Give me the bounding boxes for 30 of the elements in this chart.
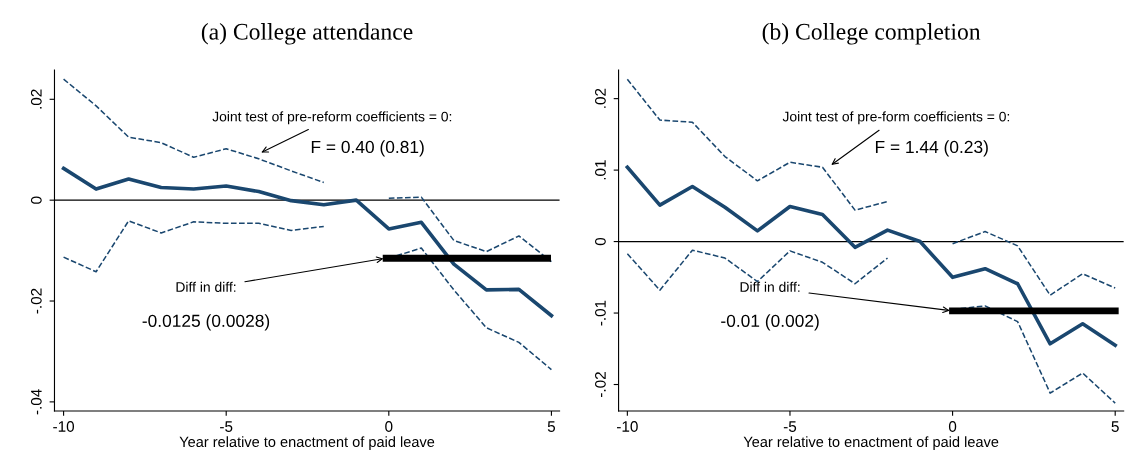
x-tick-label: 5 [547, 421, 556, 432]
annotation: Diff in diff: [740, 281, 800, 292]
line-series [625, 165, 1117, 348]
annotation: Joint test of pre-reform coefficients = 0: [212, 111, 452, 125]
chart-title: (b) College completion [762, 23, 981, 45]
y-tick-label: .02 [595, 88, 606, 108]
annotation: -0.01 (0.002) [721, 314, 819, 331]
x-axis-title: Year relative to enactment of paid leave [179, 436, 435, 450]
x-tick-label: 0 [385, 421, 393, 432]
x-tick-label: 5 [1111, 421, 1119, 432]
x-tick-label: -10 [53, 421, 75, 432]
y-tick-label: .02 [30, 89, 42, 109]
y-tick-label: -.02 [30, 288, 42, 314]
x-axis-title: Year relative to enactment of paid leave [743, 436, 999, 450]
chart-title: (a) College attendance [201, 23, 413, 45]
annotation: Diff in diff: [176, 281, 236, 292]
annotation: F = 0.40 (0.81) [311, 140, 424, 157]
annotation: -0.0125 (0.0028) [142, 314, 270, 331]
annotation: F = 1.44 (0.23) [875, 140, 988, 157]
y-tick-label: 0 [595, 237, 606, 246]
annotation: Joint test of pre-form coefficients = 0: [782, 111, 1010, 125]
y-tick-label: 0 [30, 196, 42, 204]
x-tick-label: 0 [948, 421, 957, 432]
x-tick-label: -10 [616, 421, 638, 432]
y-tick-label: -.04 [30, 389, 42, 415]
y-tick-label: .01 [595, 160, 606, 180]
x-tick-label: -5 [783, 421, 797, 432]
y-tick-label: -.02 [595, 372, 606, 397]
y-tick-label: -.01 [595, 300, 606, 326]
x-tick-label: -5 [220, 421, 233, 432]
